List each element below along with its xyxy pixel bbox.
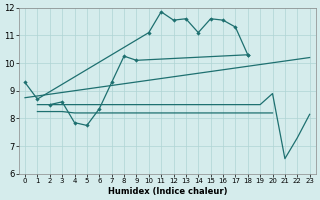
X-axis label: Humidex (Indice chaleur): Humidex (Indice chaleur)	[108, 187, 227, 196]
